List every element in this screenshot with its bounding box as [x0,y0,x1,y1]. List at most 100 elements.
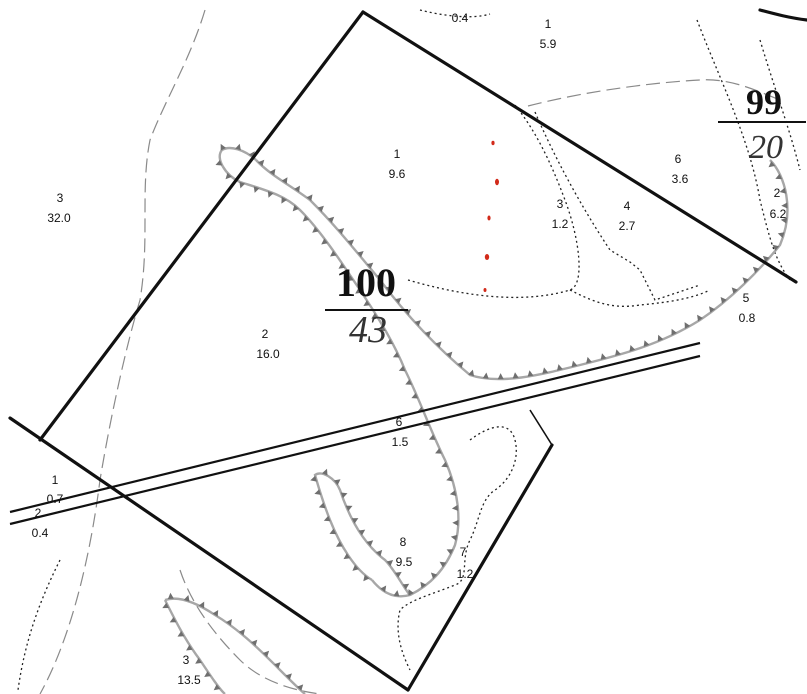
ravine-tick [357,251,364,258]
ravine-tick [752,266,760,274]
red-marks [483,140,499,292]
ravine-tick [430,572,438,579]
ravine-tick [345,505,353,512]
red-mark [484,254,490,260]
ravine-tick [204,671,211,677]
dotted-plot4 [534,111,701,301]
ravine-tick [395,297,402,304]
ravine-tick [235,143,241,151]
ravine-tick [285,673,292,680]
ravine-tick [321,238,328,245]
plot-number: 1 [394,147,401,161]
red-mark [495,178,499,186]
ravine-tick [684,322,691,329]
ravine-8 [313,472,411,596]
ravine-tick [395,571,402,578]
ravine-tick [385,286,393,293]
ravine-tick [405,379,412,385]
ravine-tick [274,662,281,669]
ravine-tick [600,353,607,360]
ravine-tick [343,553,351,560]
quarter-line-left [38,10,365,442]
plot-number: 5 [743,291,750,305]
ravine-tick [742,277,749,284]
ravine-tick [435,341,442,348]
ravine-tick [615,349,621,356]
ravine-tick [322,468,328,476]
plot-number: 8 [400,535,407,549]
ravine-tick [352,564,359,571]
ravine-3 [164,597,306,694]
ravine-tick [317,205,324,212]
ravine-tick [446,475,453,482]
ravine-tick [428,434,436,440]
ravine-tick [671,328,677,336]
ravine-tick [225,172,232,180]
ravine-tick [262,650,270,658]
ravine-tick [775,173,782,180]
ravine-tick [411,393,419,399]
quarter-line-top [361,10,798,284]
plot-number: 4 [624,199,631,213]
ravine-tick [435,448,442,454]
ravine-tick [330,250,337,257]
ravine-tick [340,492,348,499]
ravine-tick [398,365,406,372]
dashed-line-left [39,9,206,694]
plot-number: 1 [545,17,552,31]
plot-number: 3 [557,197,564,211]
ravine-tick [731,287,738,294]
plot-number: 3 [183,653,190,667]
ravine-tick [258,159,265,167]
ravine-tick [393,590,400,597]
plot-area: 6.2 [770,207,787,221]
plot-area: 32.0 [47,211,71,225]
ravine-tick [269,168,276,176]
ravine-tick [366,540,374,547]
ravine-main [218,146,460,598]
ravine-tick [186,644,193,651]
road-edge-upper [9,341,701,514]
ravine-tick [281,177,288,184]
ravine-tick [414,320,421,327]
ravine-tick [292,204,299,212]
ravine-tick [439,561,447,568]
plot-area: 0.4 [452,11,469,25]
plot-number: 7 [460,545,467,559]
dotted-plot4b [569,289,711,307]
road-edge-lower [9,354,701,526]
quarter-area: 20 [749,129,783,166]
ravine-tick [312,226,319,233]
plot-area: 13.5 [177,673,201,687]
ravine-tick [329,528,337,535]
plot-area: 0.8 [739,311,756,325]
ravine-tick [363,300,370,306]
quarter-line-top-right [758,8,807,22]
ravine-tick [709,306,716,313]
ravine-tick [318,502,326,509]
ravine-tick [780,217,788,224]
ravine-tick [424,330,432,338]
ravine-tick [215,160,223,166]
plot-number: 2 [774,186,781,200]
quarter-line-bottom-left [8,416,410,692]
dotted-right-edge [696,19,791,281]
ravine-tick [212,610,219,617]
red-mark [487,215,491,221]
ravine-tick [183,595,190,602]
dotted-plot1 [407,104,580,299]
ravine-tick [306,194,313,201]
dashed-line-top-right [527,79,781,107]
ravine-tick [351,518,359,524]
ravine-tick [314,489,321,495]
ravine-tick [358,529,366,536]
ravine-tick [643,340,650,347]
plot-area: 0.7 [47,492,64,506]
plot-area: 2.7 [619,219,636,233]
ravine-tick [457,361,464,368]
ravine-tick [497,373,504,380]
plot-number: 3 [57,191,64,205]
ravine-tick [408,589,414,596]
plot-area: 3.6 [672,172,689,186]
